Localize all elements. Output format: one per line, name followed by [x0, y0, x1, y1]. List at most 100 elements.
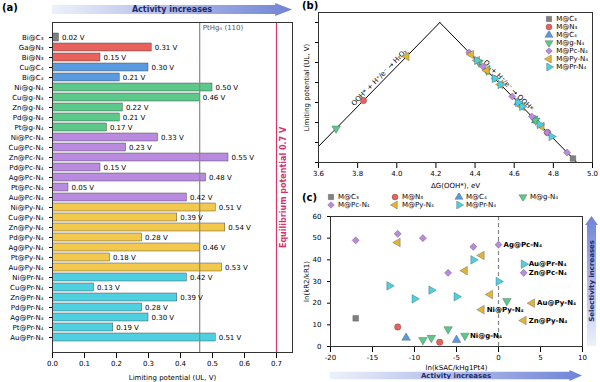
svg-text:Pt@Pc-N₄: Pt@Pc-N₄ [11, 184, 44, 192]
svg-text:30: 30 [313, 278, 322, 286]
svg-text:0.28 V: 0.28 V [145, 234, 168, 242]
svg-text:OOH* + H⁺/e⁻ → H₂O₂: OOH* + H⁺/e⁻ → H₂O₂ [350, 48, 409, 108]
svg-text:Pd@Py-N₄: Pd@Py-N₄ [9, 234, 44, 242]
svg-text:Ga@N₃: Ga@N₃ [19, 44, 44, 52]
svg-text:Zn@Py-N₄: Zn@Py-N₄ [529, 317, 568, 325]
svg-text:Ag@Py-N₄: Ag@Py-N₄ [8, 244, 43, 252]
svg-text:0.6: 0.6 [239, 360, 251, 368]
svg-text:0.0: 0.0 [47, 360, 58, 368]
svg-text:0.33 V: 0.33 V [161, 134, 184, 142]
svg-text:ln(kSAC/kHg1Pt4): ln(kSAC/kHg1Pt4) [425, 364, 487, 372]
svg-text:0.15 V: 0.15 V [104, 164, 127, 172]
svg-text:4.8: 4.8 [548, 170, 559, 178]
svg-text:0.50 V: 0.50 V [216, 84, 239, 92]
svg-text:0.19 V: 0.19 V [116, 324, 139, 332]
svg-text:Ni@Py-N₄: Ni@Py-N₄ [487, 306, 524, 314]
svg-text:0.42 V: 0.42 V [190, 274, 213, 282]
svg-text:0.17 V: 0.17 V [110, 124, 133, 132]
svg-text:4.2: 4.2 [430, 170, 441, 178]
svg-text:-20: -20 [325, 354, 336, 362]
svg-text:10: 10 [578, 354, 587, 362]
svg-text:ln(kR2/kR1): ln(kR2/kR1) [303, 261, 311, 302]
svg-text:Cu@Pr-N₄: Cu@Pr-N₄ [10, 284, 44, 292]
svg-text:0.51 V: 0.51 V [219, 334, 242, 342]
svg-text:0.48 V: 0.48 V [209, 174, 232, 182]
svg-text:0.2: 0.2 [111, 360, 122, 368]
svg-text:Bi@C₃: Bi@C₃ [22, 34, 44, 42]
svg-text:0.21 V: 0.21 V [123, 114, 146, 122]
svg-text:Limiting potential (UL, V): Limiting potential (UL, V) [303, 43, 311, 131]
svg-text:Au@Py-N₄: Au@Py-N₄ [537, 299, 576, 307]
svg-text:3.8: 3.8 [352, 170, 363, 178]
svg-text:-15: -15 [367, 354, 378, 362]
svg-text:Cu@g-N₄: Cu@g-N₄ [12, 94, 44, 102]
svg-text:0.02 V: 0.02 V [62, 34, 85, 42]
svg-text:0.46 V: 0.46 V [203, 244, 226, 252]
svg-text:50: 50 [313, 234, 322, 242]
svg-text:Au@Pc-N₄: Au@Pc-N₄ [9, 194, 44, 202]
svg-text:0.21 V: 0.21 V [123, 74, 146, 82]
svg-text:0.53 V: 0.53 V [225, 264, 248, 272]
svg-text:0.39 V: 0.39 V [180, 294, 203, 302]
svg-text:Ag@Pc-N₄: Ag@Pc-N₄ [9, 174, 44, 182]
svg-text:ΔG(OOH*), eV: ΔG(OOH*), eV [431, 182, 480, 190]
svg-text:PtHg₄ (110): PtHg₄ (110) [203, 24, 244, 32]
svg-text:Zn@Pr-N₄: Zn@Pr-N₄ [10, 294, 44, 302]
svg-text:0.28 V: 0.28 V [145, 304, 168, 312]
svg-text:Ni@Pc-N₄: Ni@Pc-N₄ [11, 134, 44, 142]
svg-text:Bi@N₃: Bi@N₃ [22, 54, 44, 62]
svg-text:Equilibrium potential 0.7 V: Equilibrium potential 0.7 V [279, 126, 288, 248]
svg-text:Pt@Pr-N₄: Pt@Pr-N₄ [12, 324, 43, 332]
svg-text:Pd@Pc-N₄: Pd@Pc-N₄ [9, 164, 43, 172]
svg-text:10: 10 [313, 321, 322, 329]
svg-text:Ag@Pr-N₄: Ag@Pr-N₄ [10, 314, 44, 322]
svg-text:0.46 V: 0.46 V [203, 94, 226, 102]
svg-text:40: 40 [313, 256, 322, 264]
svg-text:0.23 V: 0.23 V [129, 144, 152, 152]
svg-text:4.4: 4.4 [470, 170, 482, 178]
svg-text:60: 60 [313, 213, 322, 221]
svg-text:0.51 V: 0.51 V [219, 204, 242, 212]
svg-text:Ni@g-N₄: Ni@g-N₄ [470, 332, 502, 340]
svg-text:Ni@g-N₄: Ni@g-N₄ [14, 84, 43, 92]
svg-text:0.15 V: 0.15 V [104, 54, 127, 62]
svg-text:4.6: 4.6 [509, 170, 521, 178]
svg-text:Au@Pr-N₄: Au@Pr-N₄ [529, 260, 567, 268]
svg-text:0.55 V: 0.55 V [232, 154, 255, 162]
svg-text:Cu@Py-N₄: Cu@Py-N₄ [8, 214, 43, 222]
svg-text:0.54 V: 0.54 V [228, 224, 251, 232]
svg-text:Ag@Pc-N₄: Ag@Pc-N₄ [504, 241, 543, 249]
svg-text:20: 20 [313, 299, 322, 307]
svg-text:-5: -5 [453, 354, 460, 362]
svg-text:0.05 V: 0.05 V [72, 184, 95, 192]
svg-text:Zn@Pc-N₄: Zn@Pc-N₄ [9, 154, 44, 162]
svg-text:Ni@Pr-N₄: Ni@Pr-N₄ [12, 274, 43, 282]
svg-text:Bi@C₄: Bi@C₄ [22, 74, 44, 82]
svg-text:Pd@Pr-N₄: Pd@Pr-N₄ [11, 304, 44, 312]
svg-text:0.18 V: 0.18 V [113, 254, 136, 262]
svg-text:O₂ + H⁺/e⁻ → OOH*: O₂ + H⁺/e⁻ → OOH* [482, 59, 536, 114]
svg-text:0: 0 [317, 343, 321, 351]
svg-text:Pd@g-N₄: Pd@g-N₄ [13, 114, 44, 122]
svg-text:0.4: 0.4 [175, 360, 187, 368]
svg-text:Cu@C₄: Cu@C₄ [19, 64, 43, 72]
svg-text:Ni@Py-N₄: Ni@Py-N₄ [11, 204, 44, 212]
svg-text:0: 0 [496, 354, 500, 362]
svg-text:0.7: 0.7 [271, 360, 282, 368]
svg-text:5.0: 5.0 [587, 170, 598, 178]
svg-text:5: 5 [538, 354, 542, 362]
svg-text:Limiting potential (UL, V): Limiting potential (UL, V) [129, 374, 217, 382]
svg-text:0.22 V: 0.22 V [126, 104, 149, 112]
svg-text:Zn@Pc-N₄: Zn@Pc-N₄ [529, 269, 567, 277]
svg-text:0.1: 0.1 [79, 360, 90, 368]
svg-text:0.30 V: 0.30 V [152, 64, 175, 72]
svg-text:Zn@g-N₄: Zn@g-N₄ [12, 104, 43, 112]
svg-text:0.5: 0.5 [207, 360, 218, 368]
svg-text:Pt@g-N₄: Pt@g-N₄ [15, 124, 44, 132]
svg-text:0.42 V: 0.42 V [190, 194, 213, 202]
svg-text:0.31 V: 0.31 V [155, 44, 178, 52]
svg-text:0.3: 0.3 [143, 360, 154, 368]
svg-text:4.0: 4.0 [391, 170, 402, 178]
svg-text:0.13 V: 0.13 V [97, 284, 120, 292]
svg-text:-10: -10 [409, 354, 420, 362]
